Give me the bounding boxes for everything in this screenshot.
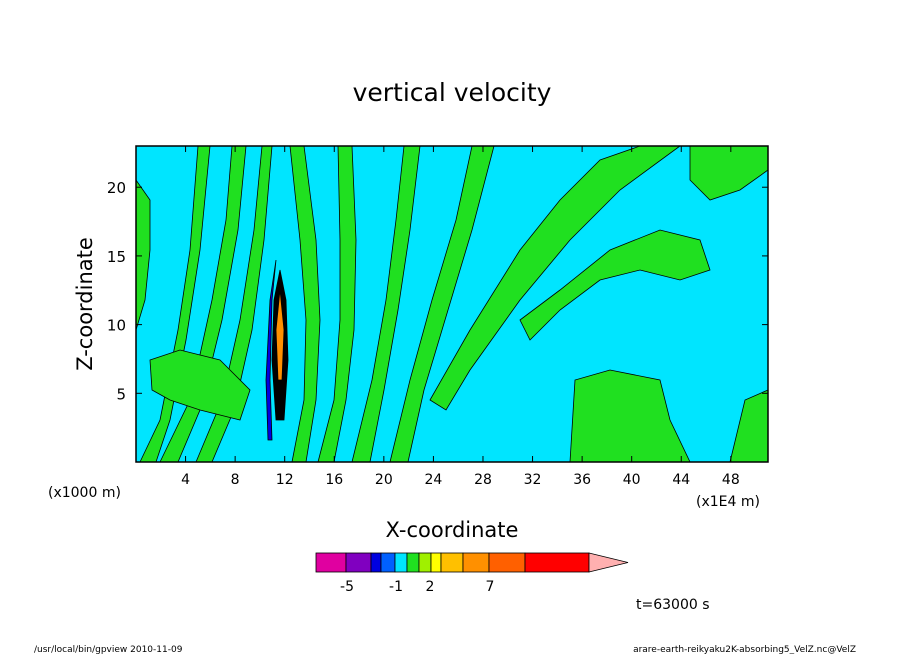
x-axis-ticks: 4 8 12 16 20 24 28 32 36 40 44 48 xyxy=(181,146,740,488)
x-tick-label: 48 xyxy=(722,472,740,488)
updraft-inner xyxy=(275,289,285,381)
colorbar-segment xyxy=(315,552,347,573)
y-tick-label: 10 xyxy=(107,317,126,335)
colorbar-overflow-arrow xyxy=(588,552,629,573)
colorbar-segment xyxy=(406,552,420,573)
y-axis-ticks: 5 10 15 20 xyxy=(107,179,768,403)
x-tick-label: 32 xyxy=(524,472,542,488)
footer-left: /usr/local/bin/gpview 2010-11-09 xyxy=(34,645,183,654)
colorbar-segment xyxy=(462,552,490,573)
plot-frame xyxy=(135,145,769,463)
x-tick-label: 8 xyxy=(231,472,240,488)
x-tick-label: 20 xyxy=(375,472,393,488)
contour-band xyxy=(149,349,251,421)
colorbar-label-7: 7 xyxy=(486,579,495,595)
colorbar-segment xyxy=(380,552,396,573)
colorbar-label-neg5: -5 xyxy=(340,579,354,595)
colorbar-segment xyxy=(345,552,372,573)
x-tick-label: 24 xyxy=(424,472,442,488)
colorbar xyxy=(315,552,629,573)
colorbar-segment xyxy=(488,552,526,573)
x-tick-label: 40 xyxy=(623,472,641,488)
colorbar-segment xyxy=(418,552,432,573)
y-axis-label: Z-coordinate xyxy=(73,237,97,371)
time-label: t=63000 s xyxy=(636,597,710,613)
x-tick-label: 12 xyxy=(276,472,294,488)
x-tick-label: 36 xyxy=(573,472,591,488)
colorbar-label-neg1: -1 xyxy=(389,579,403,595)
updraft-edge xyxy=(265,259,277,441)
x-tick-label: 44 xyxy=(672,472,690,488)
colorbar-segment xyxy=(440,552,464,573)
x-unit-right: (x1E4 m) xyxy=(696,494,760,510)
colorbar-segment xyxy=(370,552,382,573)
x-tick-label: 28 xyxy=(474,472,492,488)
x-unit-left: (x1000 m) xyxy=(48,485,121,501)
y-tick-label: 5 xyxy=(116,385,126,403)
contour-band xyxy=(519,229,711,341)
chart-title: vertical velocity xyxy=(353,78,552,107)
contour-fields xyxy=(135,145,769,463)
colorbar-segment xyxy=(394,552,408,573)
colorbar-label-2: 2 xyxy=(426,579,435,595)
x-tick-label: 16 xyxy=(325,472,343,488)
footer-right: arare-earth-reikyaku2K-absorbing5_VelZ.n… xyxy=(633,645,856,654)
y-tick-label: 20 xyxy=(107,179,126,197)
colorbar-segment xyxy=(524,552,590,573)
x-axis-label: X-coordinate xyxy=(386,518,519,542)
colorbar-segment xyxy=(430,552,442,573)
y-tick-label: 15 xyxy=(107,248,126,266)
x-tick-label: 4 xyxy=(181,472,190,488)
